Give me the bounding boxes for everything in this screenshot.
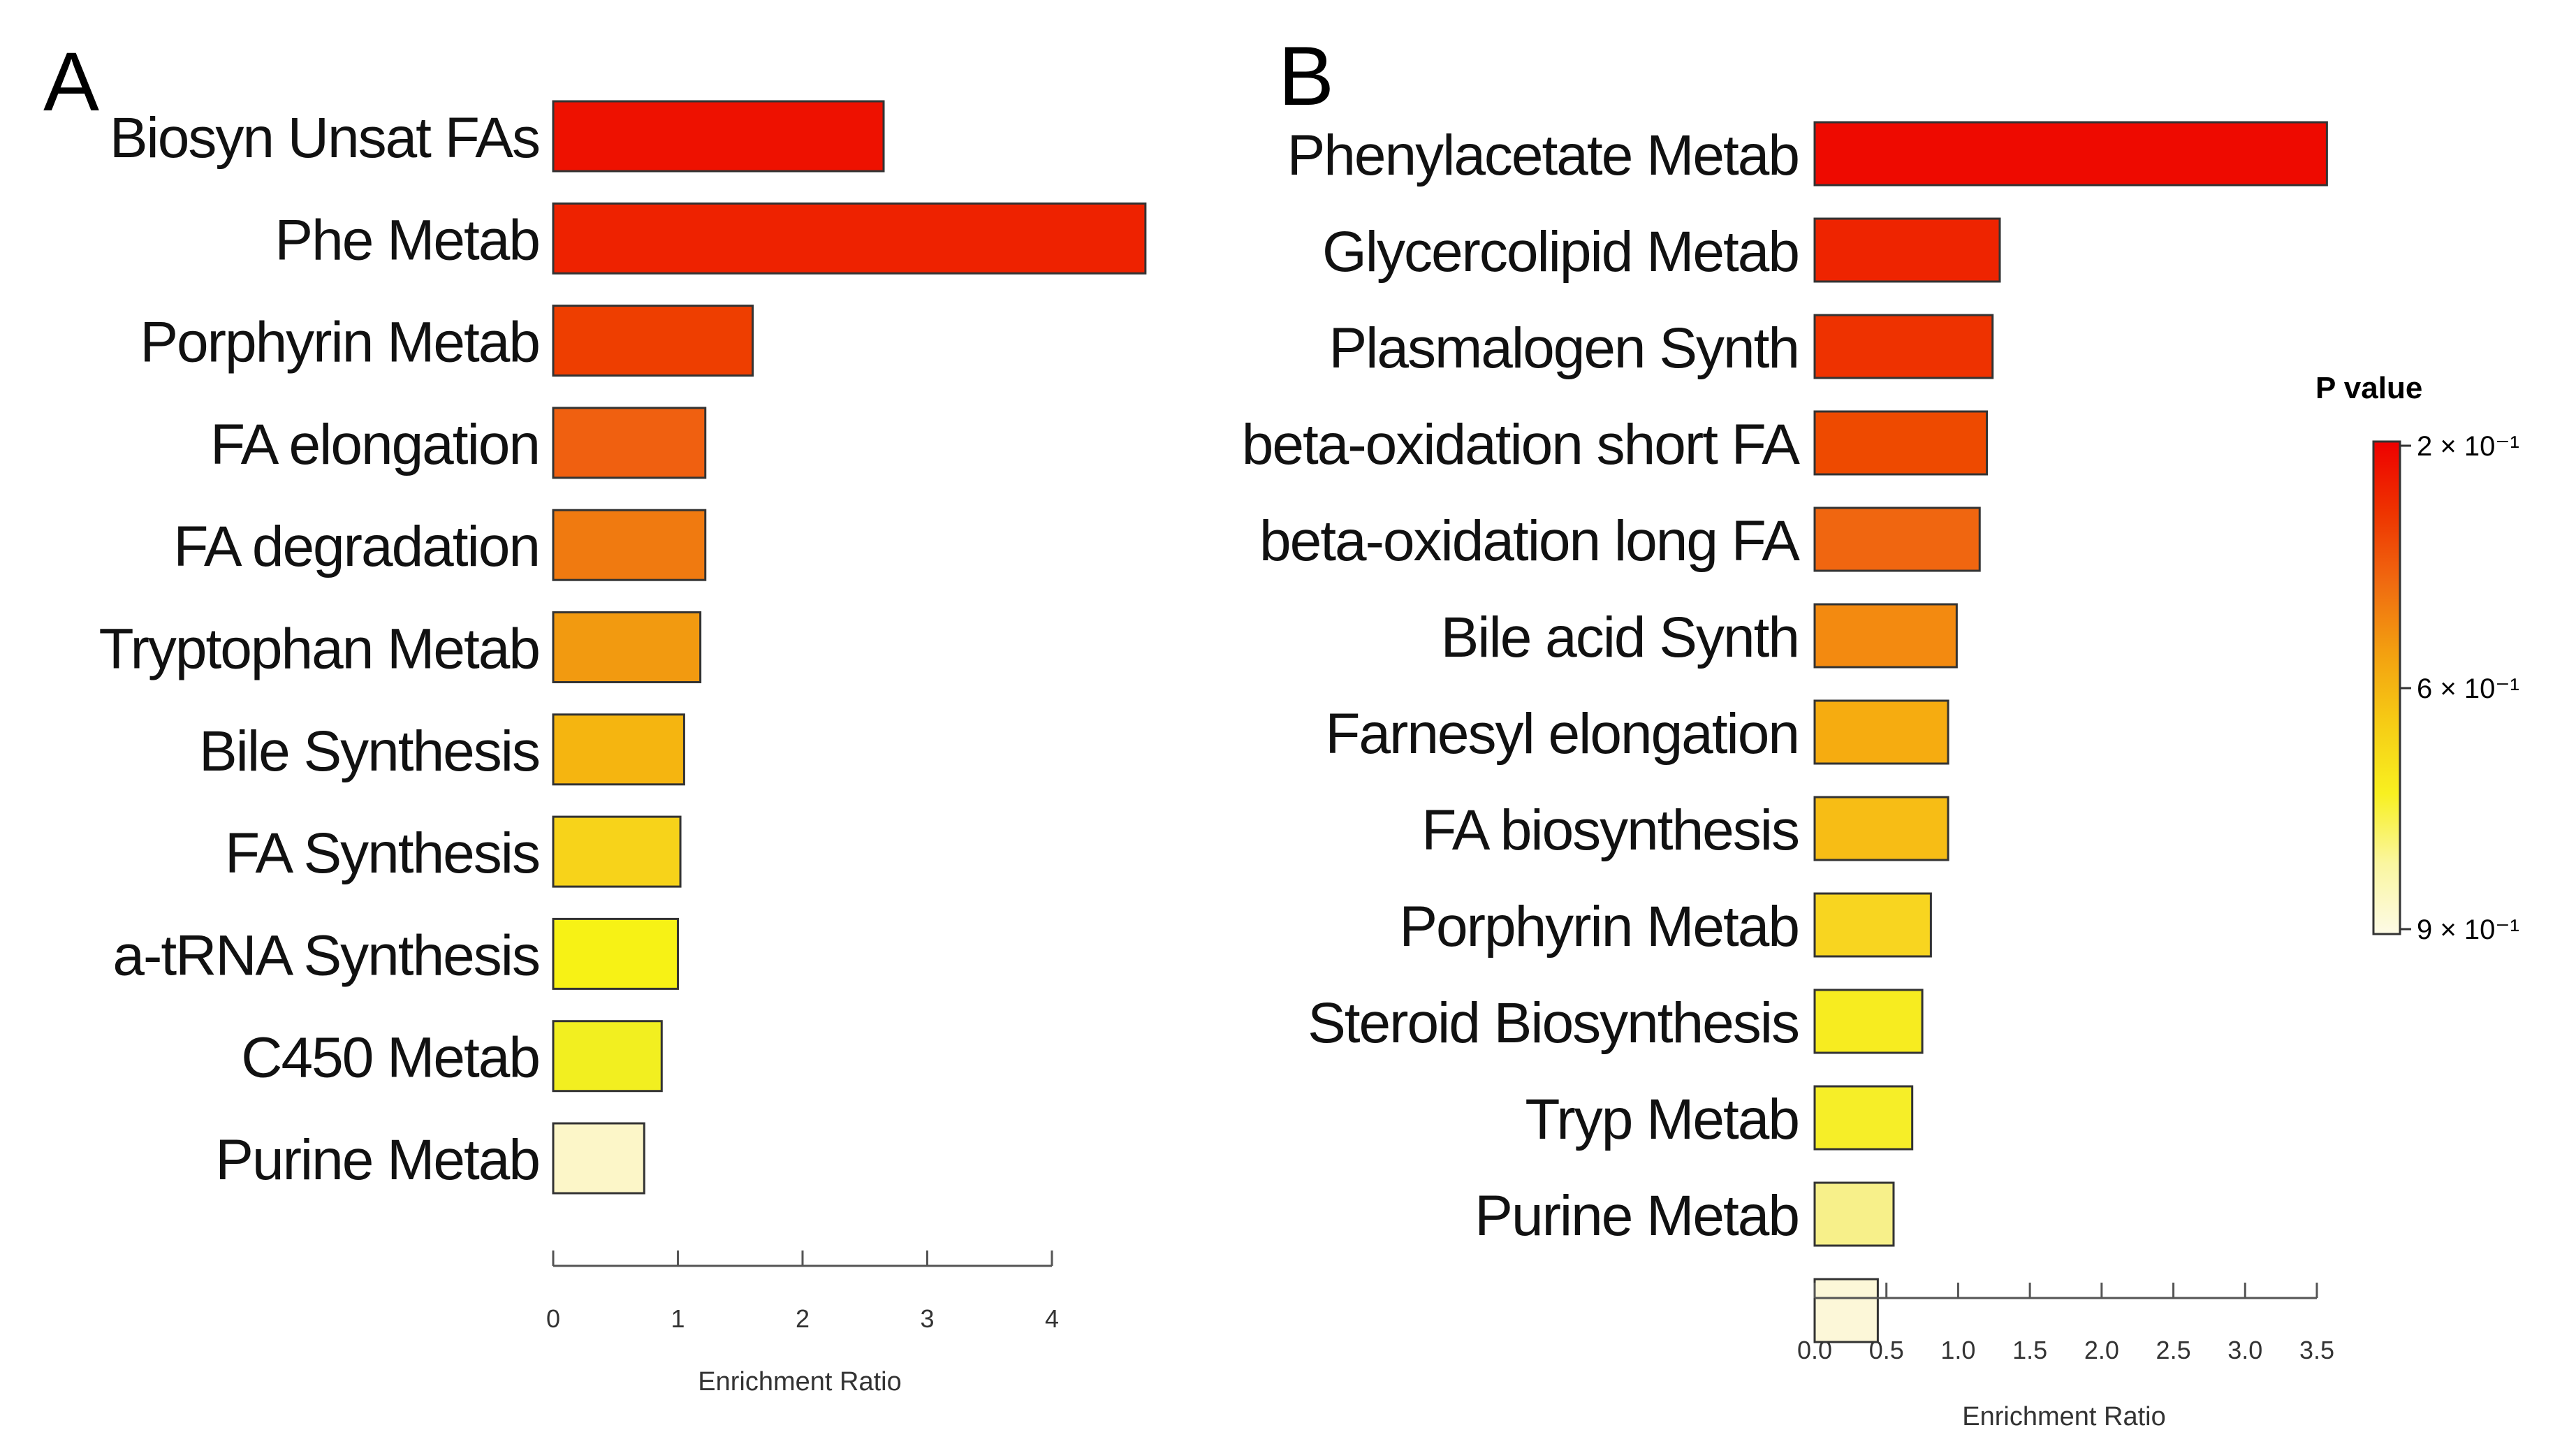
panel-b-bar xyxy=(1813,410,1989,476)
legend-title: P value xyxy=(2315,371,2422,405)
panel-b-bar xyxy=(1813,1181,1895,1247)
panel-b-tick-label: 3.5 xyxy=(2299,1336,2334,1364)
panel-a-x-axis-title: Enrichment Ratio xyxy=(698,1367,901,1397)
panel-a-category-label: Biosyn Unsat FAs xyxy=(110,106,539,170)
panel-b-category-label: beta-oxidation long FA xyxy=(1259,509,1800,573)
panel-b-x-axis-title: Enrichment Ratio xyxy=(1962,1402,2165,1431)
panel-b-category-label: Steroid Biosynthesis xyxy=(1308,991,1799,1055)
panel-b-category-label: Plasmalogen Synth xyxy=(1329,316,1799,380)
panel-a-bar xyxy=(552,815,682,888)
panel-b-category-label: FA biosynthesis xyxy=(1421,799,1799,862)
panel-a-tick-label: 3 xyxy=(920,1304,934,1333)
panel-b-bars xyxy=(1813,121,2328,1343)
panel-b-tick-label: 1.0 xyxy=(1940,1336,1975,1364)
panel-a-category-label: FA Synthesis xyxy=(225,822,539,885)
panel-a-category-label: FA degradation xyxy=(173,515,539,578)
legend-tick-label: 2 × 10⁻¹ xyxy=(2417,431,2519,462)
panel-b-category-label: Glycercolipid Metab xyxy=(1322,220,1799,284)
panel-a-category-labels: Biosyn Unsat FAs Phe Metab Porphyrin Metab… xyxy=(99,106,541,1192)
panel-a-bar xyxy=(552,1020,663,1093)
panel-a-bar xyxy=(552,509,707,581)
panel-b-category-label: Tryp Metab xyxy=(1525,1088,1799,1151)
panel-b-bar xyxy=(1813,314,1994,379)
panel-b-tick-label: 0.0 xyxy=(1797,1336,1832,1364)
legend-ticks: 2 × 10⁻¹ 6 × 10⁻¹ 9 × 10⁻¹ xyxy=(2400,431,2519,945)
panel-a-bar xyxy=(552,713,685,786)
panel-a-bar xyxy=(552,1122,645,1195)
legend-colorbar xyxy=(2372,440,2401,935)
panel-b-bar xyxy=(1813,796,1949,861)
panel-b-tick-label: 2.5 xyxy=(2156,1336,2191,1364)
panel-b-category-label: Porphyrin Metab xyxy=(1399,895,1799,958)
panel-a-x-axis: 0 1 2 3 4 xyxy=(546,1251,1059,1333)
panel-a-category-label: Phe Metab xyxy=(275,208,539,272)
panel-b-bar xyxy=(1813,1278,1879,1343)
panel-b-category-label: Phenylacetate Metab xyxy=(1287,124,1799,187)
panel-a-bars xyxy=(552,100,1147,1195)
panel-a-bar xyxy=(552,305,754,377)
panel-b-category-label: Bile acid Synth xyxy=(1441,606,1799,669)
panel-b-bar xyxy=(1813,121,2328,187)
panel-b: B Phenylacetate Metab Glycercolipid Metab… xyxy=(1242,29,2334,1431)
panel-b-category-labels: Phenylacetate Metab Glycercolipid Metab Pl… xyxy=(1242,124,1802,1248)
panel-a-tick-label: 0 xyxy=(546,1304,560,1333)
panel-a-category-label: Purine Metab xyxy=(215,1128,539,1192)
panel-a-category-label: a-tRNA Synthesis xyxy=(112,924,539,987)
panel-b-bar xyxy=(1813,603,1958,669)
p-value-legend: P value 2 × 10⁻¹ 6 × 10⁻¹ 9 × 10⁻¹ xyxy=(2315,371,2519,945)
panel-a-tick-label: 2 xyxy=(796,1304,810,1333)
panel-b-bar xyxy=(1813,699,1949,765)
panel-b-tick-label: 3.0 xyxy=(2227,1336,2262,1364)
panel-a-tick-label: 4 xyxy=(1045,1304,1059,1333)
panel-b-bar xyxy=(1813,989,1924,1054)
panel-b-category-label: Farnesyl elongation xyxy=(1325,702,1799,766)
panel-a-category-label: C450 Metab xyxy=(241,1026,539,1090)
panel-b-bar xyxy=(1813,217,2001,283)
panel-a: A Biosyn Unsat FAs Phe Metab Porphyrin Met… xyxy=(43,35,1147,1397)
legend-tick-label: 9 × 10⁻¹ xyxy=(2417,914,2519,945)
panel-b-category-label: beta-oxidation short FA xyxy=(1242,413,1801,476)
panel-b-tick-label: 2.0 xyxy=(2084,1336,2119,1364)
panel-b-letter: B xyxy=(1278,29,1334,123)
panel-a-bar xyxy=(552,611,702,683)
panel-b-x-axis: 0.0 0.5 1.0 1.5 2.0 2.5 3.0 3.5 xyxy=(1797,1283,2334,1364)
panel-b-bar xyxy=(1813,892,1932,958)
panel-a-bar xyxy=(552,917,679,990)
panel-a-bar xyxy=(552,100,885,173)
panel-a-bar xyxy=(552,202,1147,275)
panel-a-category-label: Porphyrin Metab xyxy=(140,311,539,374)
panel-b-category-label: Purine Metab xyxy=(1474,1184,1799,1248)
panel-b-bar xyxy=(1813,1085,1914,1151)
panel-b-tick-label: 0.5 xyxy=(1869,1336,1904,1364)
panel-b-bar xyxy=(1813,506,1981,572)
panel-a-category-label: Bile Synthesis xyxy=(199,720,539,783)
panel-a-category-label: Tryptophan Metab xyxy=(99,618,539,681)
panel-a-letter: A xyxy=(43,35,99,129)
panel-b-tick-label: 1.5 xyxy=(2012,1336,2047,1364)
panel-a-bar xyxy=(552,407,707,479)
panel-a-tick-label: 1 xyxy=(671,1304,685,1333)
legend-tick-label: 6 × 10⁻¹ xyxy=(2417,673,2519,704)
panel-a-category-label: FA elongation xyxy=(210,413,539,476)
